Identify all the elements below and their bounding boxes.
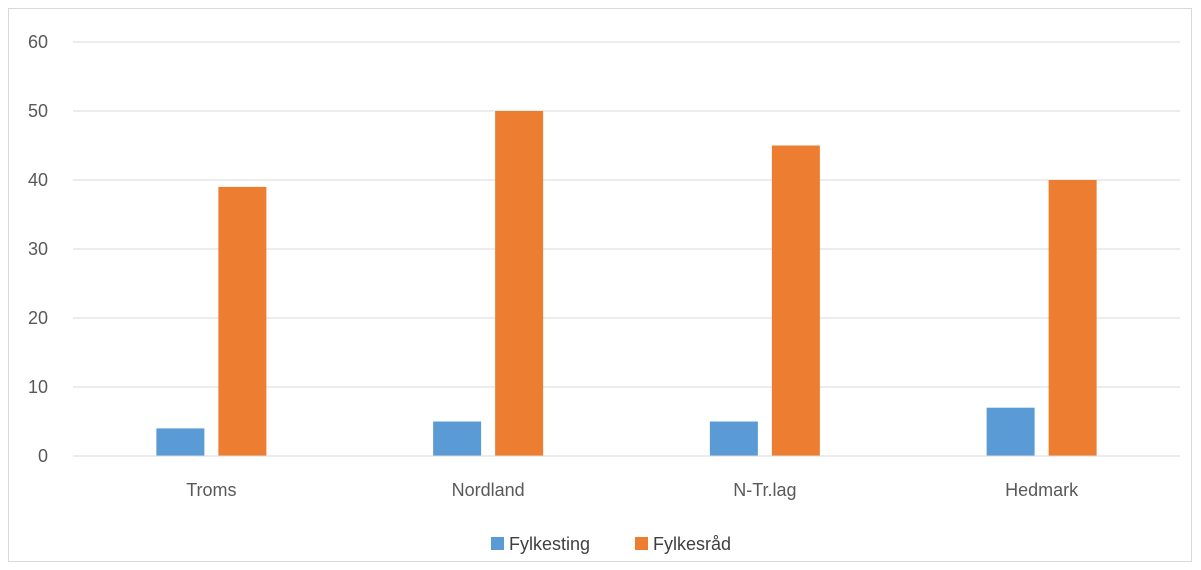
legend-label: Fylkesråd xyxy=(653,534,731,554)
legend-swatch xyxy=(491,537,504,550)
x-category-label: Troms xyxy=(186,480,236,500)
bar-fylkesting-nordland xyxy=(433,421,482,456)
bar-fylkesting-n-tr-lag xyxy=(709,421,758,456)
legend-label: Fylkesting xyxy=(509,534,590,554)
y-tick-label: 20 xyxy=(28,308,48,328)
y-tick-label: 10 xyxy=(28,377,48,397)
y-tick-label: 60 xyxy=(28,32,48,52)
x-category-label: N-Tr.lag xyxy=(733,480,796,500)
y-tick-label: 50 xyxy=(28,101,48,121)
y-axis-ticks: 0 10 20 30 40 50 60 xyxy=(28,32,48,466)
legend-swatch xyxy=(635,537,648,550)
bar-fylkesr-d-hedmark xyxy=(1048,180,1097,456)
chart-frame xyxy=(8,8,1192,562)
y-tick-label: 30 xyxy=(28,239,48,259)
bar-fylkesting-hedmark xyxy=(986,407,1035,456)
y-tick-label: 40 xyxy=(28,170,48,190)
y-tick-label: 0 xyxy=(38,446,48,466)
bars xyxy=(73,111,1180,457)
bar-fylkesr-d-n-tr-lag xyxy=(771,145,820,456)
x-category-label: Nordland xyxy=(452,480,525,500)
bar-fylkesr-d-nordland xyxy=(495,111,544,456)
bar-fylkesting-troms xyxy=(156,428,205,456)
x-category-label: Hedmark xyxy=(1005,480,1079,500)
x-axis-categories: Troms Nordland N-Tr.lag Hedmark xyxy=(186,480,1079,500)
bar-fylkesr-d-troms xyxy=(218,186,267,456)
legend: Fylkesting Fylkesråd xyxy=(491,534,731,554)
